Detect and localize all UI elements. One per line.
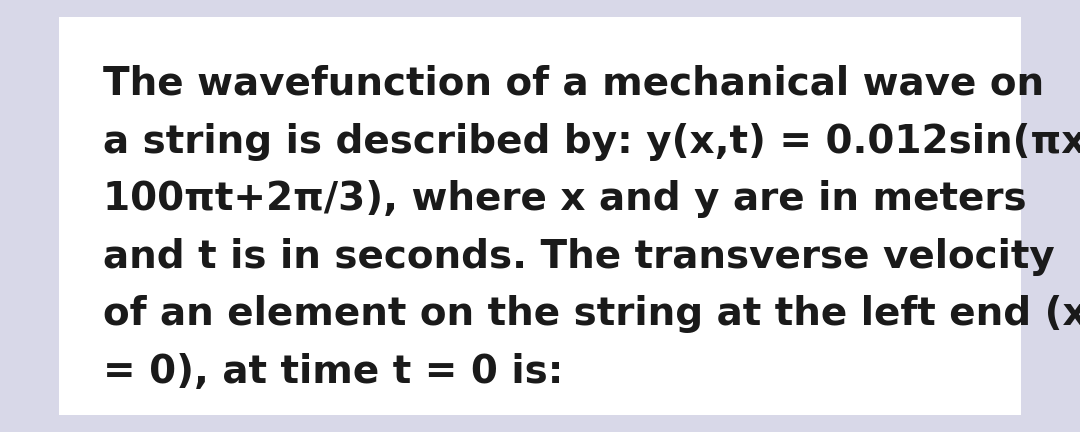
Text: The wavefunction of a mechanical wave on: The wavefunction of a mechanical wave on [103,65,1043,103]
Text: of an element on the string at the left end (x: of an element on the string at the left … [103,295,1080,334]
Text: and t is in seconds. The transverse velocity: and t is in seconds. The transverse velo… [103,238,1054,276]
Text: = 0), at time t = 0 is:: = 0), at time t = 0 is: [103,353,563,391]
Text: a string is described by: y(x,t) = 0.012sin(πx-: a string is described by: y(x,t) = 0.012… [103,123,1080,161]
Text: 100πt+2π/3), where x and y are in meters: 100πt+2π/3), where x and y are in meters [103,180,1026,218]
